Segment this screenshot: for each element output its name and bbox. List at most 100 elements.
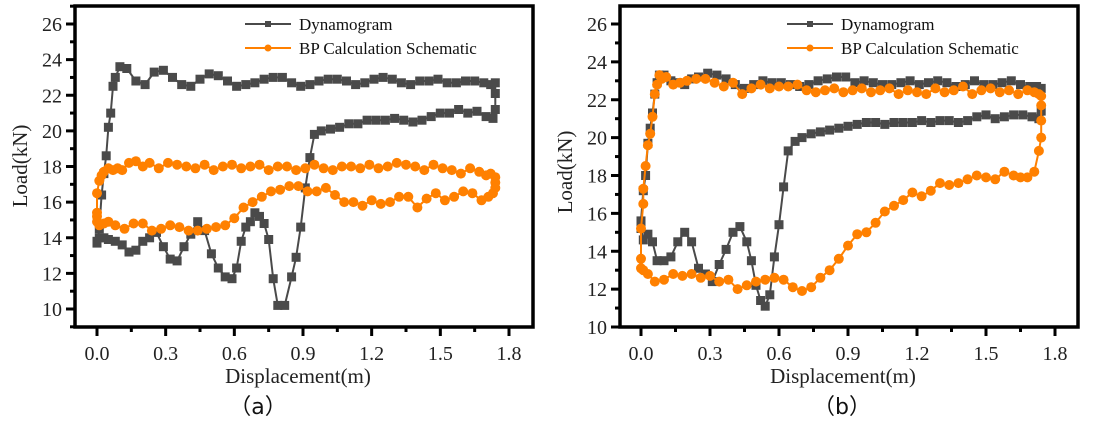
panel-a-dynamogram-point [369,74,379,84]
panel-a-dynamogram-point [149,67,159,77]
panel-b-bp-point [1036,91,1047,101]
panel-b-bp-point [999,166,1010,177]
panel-b-dynamogram-point [746,256,756,266]
panel-b-bp-point [647,111,658,122]
panel-b-bp-point [875,85,886,96]
panel-a-dynamogram-point [344,119,354,129]
panel-b-bp-point [939,87,950,98]
panel-b-dynamogram-point [942,78,952,88]
panel-b-bp-point [820,85,830,96]
panel-b-legend-dynamogram-marker [807,21,813,27]
panel-a-dynamogram-point [353,119,363,129]
panel-b-x-tick-label: 1.2 [905,343,930,365]
panel-b-bp-point [847,85,858,96]
panel-b-dynamogram-point [687,237,697,247]
panel-b-bp-point [797,286,807,296]
panel-a-bp-point [275,184,286,195]
panel-a-bp-point [137,218,148,229]
panel-b-dynamogram-point [694,263,703,273]
panel-a-dynamogram-point [131,245,141,255]
panel-a-bp-point [412,202,423,213]
panel-a-y-tick-label: 10 [42,299,62,321]
panel-b-dynamogram-point [680,227,690,237]
panel-a-dynamogram-point [193,217,203,227]
panel-b-dynamogram-point [779,182,789,192]
panel-b-bp-point [967,89,978,100]
panel-b-dynamogram-point [896,78,906,88]
panel-a-dynamogram-point [145,233,155,243]
panel-b-dynamogram-point [898,118,908,127]
panel-b-dynamogram-point [944,116,954,126]
panel-a-bp-point [330,190,340,200]
panel-b: 10 12 14 16 18 20 22 24 26 0.0 0.3 0.6 0.9 1.2 1.5 1.8… [553,4,1080,420]
panel-a-dynamogram-point [360,78,370,88]
panel-b-y-tick-label: 16 [587,203,607,225]
panel-b-dynamogram-point [889,118,899,127]
panel-b-bp-point [691,73,702,84]
panel-a-dynamogram-point [323,74,333,84]
panel-b-y-axis-title: Load(kN) [553,131,577,214]
panel-a-bp-point [428,159,439,170]
panel-b-bp-point [636,263,646,274]
panel-b-bp-point [659,274,669,285]
panel-a-dynamogram-point [206,249,216,259]
panel-b-dynamogram-point [825,125,835,135]
panel-a-dynamogram-point [236,236,246,246]
panel-b-bp-point [806,282,817,293]
panel-a-legend-dynamogram-marker [265,21,271,27]
panel-a-dynamogram-point [396,78,406,88]
panel-b-bp-point [718,81,729,92]
panel-a-series [92,62,501,310]
panel-b-legend: Dynamogram BP Calculation Schematic [787,15,1019,58]
panel-a-dynamogram-point [362,115,372,125]
panel-b-dynamogram-point [841,72,851,82]
panel-a-bp-point [339,197,350,208]
panel-a-bp-point [419,165,430,176]
panel-b-bp-point [774,81,784,92]
panel-b-dynamogram-point [648,237,657,247]
panel-a-bp-point [421,193,432,204]
panel-b-x-tick-label: 0.9 [836,343,861,365]
panel-a-bp-point [153,163,164,174]
panel-b-bp-point [884,83,895,94]
panel-a-dynamogram-point [481,112,491,122]
panel-b-bp-point [829,83,840,94]
panel-a-dynamogram-point [342,76,351,86]
panel-a-dynamogram-point [332,74,342,84]
panel-b-dynamogram-point [652,256,662,266]
panel-a-bp-point [320,182,331,193]
panel-a-bp-point [439,195,450,206]
panel-b-dynamogram-point [804,80,814,90]
panel-a-bp-point [227,159,237,170]
panel-a-bp-point [208,165,219,176]
panel-a-dynamogram-point [172,256,182,266]
panel-b-bp-point [801,85,812,96]
panel-b-dynamogram-point [981,110,991,120]
panel-a-dynamogram-point [165,254,175,264]
panel-a-bp-point [467,188,478,199]
panel-a-bp-point [293,181,304,192]
panel-b-x-tick-label: 1.5 [974,343,999,365]
panel-a-dynamogram-point [138,236,148,246]
panel-b-bp-point [930,83,941,94]
panel-b-bp-point [751,276,761,287]
panel-b-dynamogram-point [871,118,881,127]
panel-a-dynamogram-point [92,236,102,246]
panel-a-y-tick-label: 20 [42,121,62,143]
panel-a-bp-point [458,186,469,197]
panel-a-x-ticks: 0.0 0.3 0.6 0.9 1.2 1.5 1.8 [85,327,522,365]
panel-a-dynamogram-point [287,272,297,282]
panel-a-dynamogram-point [424,76,434,86]
panel-b-dynamogram-point [765,290,775,300]
panel-a-bp-point [476,195,487,206]
panel-b-bp-point [994,87,1005,98]
panel-a-dynamogram-point [117,240,127,250]
panel-a-dynamogram-point [195,74,205,84]
panel-b-dynamogram-point [843,121,853,131]
panel-b-dynamogram-point [1006,76,1016,86]
panel-b-y-ticks: 10 12 14 16 18 20 22 24 26 [587,14,620,339]
panel-b-dynamogram-point [703,68,713,78]
panel-b-dynamogram-point [767,78,777,88]
panel-a-bp-point [156,223,167,234]
panel-b-y-tick-label: 20 [587,128,607,150]
